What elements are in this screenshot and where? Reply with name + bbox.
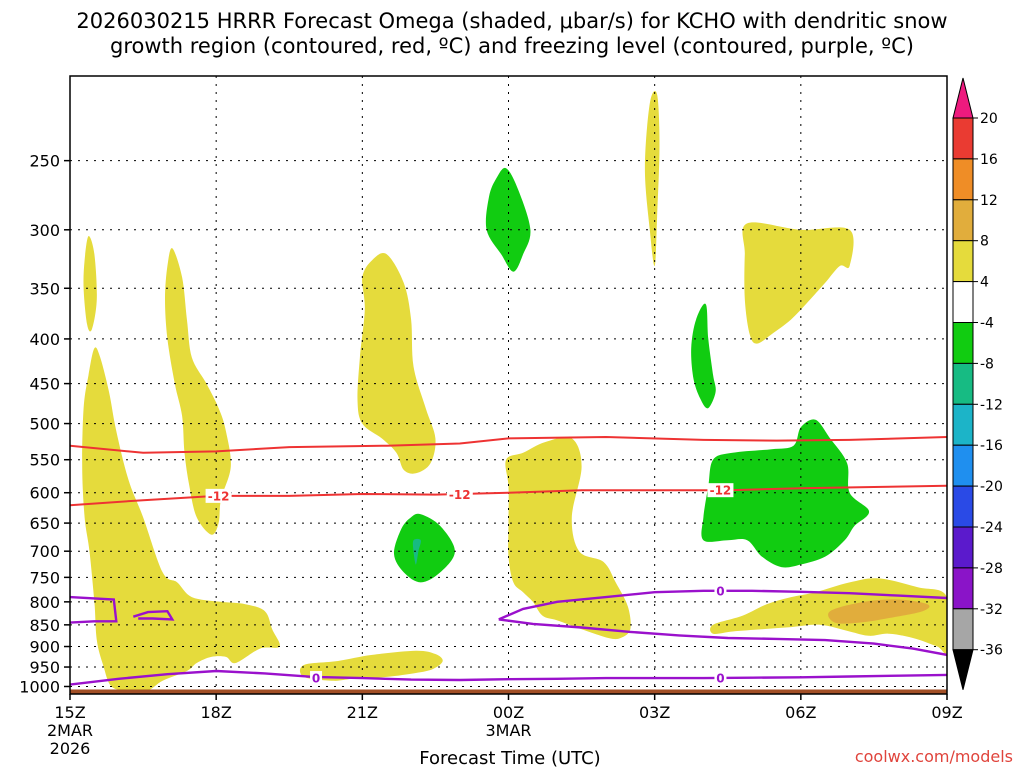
x-tick-label-15Z: 15Z	[54, 703, 85, 722]
freezing-contour-label: 0	[312, 672, 320, 686]
colorbar-label--20: -20	[980, 479, 1003, 495]
omega-shading	[82, 91, 947, 692]
y-tick-label-250: 250	[29, 152, 60, 171]
dgz-contour-1	[70, 435, 947, 454]
freezing-level-contour-2	[70, 595, 118, 624]
x-tick-label-09Z: 09Z	[931, 703, 962, 722]
colorbar-swatch-2	[952, 158, 974, 201]
x-tick-year: 2026	[50, 739, 91, 758]
y-tick-label-1000: 1000	[19, 677, 60, 696]
colorbar-label--28: -28	[980, 561, 1003, 577]
y-tick-label-400: 400	[29, 330, 60, 349]
colorbar-label-16: 16	[980, 152, 998, 168]
y-tick-label-600: 600	[29, 484, 60, 503]
dgz-contour-label: -12	[208, 489, 230, 503]
y-tick-label-800: 800	[29, 593, 60, 612]
dgz-label-bg	[707, 483, 734, 498]
x-tick-label-03Z: 03Z	[639, 703, 670, 722]
freezing-level-contour-1	[70, 669, 947, 686]
colorbar-swatch-1	[952, 117, 974, 160]
omega-region-5	[505, 436, 631, 640]
x-tick-label-00Z: 00Z	[493, 703, 524, 722]
colorbar-label-4: 4	[980, 275, 989, 291]
freezing-label-bg	[714, 583, 727, 598]
omega-region-10	[828, 599, 930, 624]
freezing-level-contour-3	[132, 609, 175, 621]
colorbar-label--4: -4	[980, 316, 994, 332]
freezing-contour-label: 0	[716, 672, 724, 686]
colorbar-top-arrow	[952, 77, 974, 119]
colorbar-swatch-7	[952, 362, 974, 405]
x-tick-date: 3MAR	[485, 721, 531, 740]
y-axis: 250 300 350 400 450 500 550 600 650 700 750 800 850 9…	[19, 152, 70, 696]
freezing-label-bg	[714, 671, 727, 686]
colorbar-swatch-10	[952, 485, 974, 528]
credit-text: coolwx.com/models	[855, 747, 1013, 766]
chart-title-line1: 2026030215 HRRR Forecast Omega (shaded, …	[76, 9, 947, 33]
omega-region-12	[691, 303, 716, 409]
contour-lines: -12 -12 -12 0 0 0	[70, 435, 947, 686]
y-tick-label-450: 450	[29, 375, 60, 394]
colorbar-label--16: -16	[980, 438, 1003, 454]
x-tick-label-06Z: 06Z	[785, 703, 816, 722]
omega-region-8	[742, 222, 854, 344]
colorbar-label--24: -24	[980, 520, 1003, 536]
x-tick-date: 2MAR	[47, 721, 93, 740]
omega-region-15	[412, 538, 421, 565]
y-tick-label-850: 850	[29, 616, 60, 635]
colorbar-swatch-8	[952, 403, 974, 446]
omega-region-13	[393, 513, 455, 583]
freezing-level-contour-4	[498, 589, 947, 621]
freezing-label-bg	[310, 671, 323, 686]
dgz-contour-label: -12	[449, 488, 471, 502]
colorbar-label-12: 12	[980, 193, 998, 209]
colorbar-legend: 20 16 12 8 4 -4 -8 -12 -16 -20 -24 -28 -32 -36	[952, 77, 1003, 690]
ground-surface	[70, 689, 947, 694]
y-tick-label-650: 650	[29, 514, 60, 533]
colorbar-label--8: -8	[980, 356, 994, 372]
freezing-contour-label: 0	[716, 584, 724, 598]
colorbar-swatch-13	[952, 608, 974, 651]
x-axis-label: Forecast Time (UTC)	[419, 748, 600, 768]
y-tick-label-900: 900	[29, 638, 60, 657]
y-tick-label-750: 750	[29, 568, 60, 587]
chart-title-line2: growth region (contoured, red, ºC) and f…	[110, 34, 914, 58]
colorbar-swatch-4	[952, 240, 974, 283]
colorbar-swatch-5	[952, 281, 974, 324]
colorbar-label--12: -12	[980, 397, 1003, 413]
colorbar-swatch-11	[952, 526, 974, 569]
colorbar-swatch-3	[952, 199, 974, 242]
omega-region-2	[165, 248, 231, 535]
y-tick-label-350: 350	[29, 279, 60, 298]
y-tick-label-300: 300	[29, 221, 60, 240]
omega-region-6	[299, 650, 443, 681]
colorbar-label-8: 8	[980, 234, 989, 250]
dgz-contour-label: -12	[710, 484, 732, 498]
omega-region-14	[701, 419, 870, 568]
dgz-label-bg	[446, 487, 473, 502]
colorbar-label--32: -32	[980, 602, 1003, 618]
omega-region-3	[83, 236, 97, 332]
x-tick-label-21Z: 21Z	[347, 703, 378, 722]
omega-region-4	[357, 253, 436, 474]
y-tick-label-950: 950	[29, 658, 60, 677]
omega-region-1	[82, 347, 280, 692]
x-tick-label-18Z: 18Z	[201, 703, 232, 722]
colorbar-swatch-12	[952, 567, 974, 610]
omega-region-7	[644, 91, 660, 267]
y-tick-label-550: 550	[29, 451, 60, 470]
colorbar-swatch-9	[952, 444, 974, 487]
colorbar-swatch-6	[952, 322, 974, 364]
colorbar-label--36: -36	[980, 643, 1003, 659]
dgz-label-bg	[205, 488, 232, 503]
colorbar-label-20: 20	[980, 111, 998, 127]
omega-region-11	[485, 167, 531, 272]
y-tick-label-500: 500	[29, 415, 60, 434]
y-tick-label-700: 700	[29, 542, 60, 561]
freezing-level-contour-5	[498, 618, 947, 657]
colorbar-bottom-arrow	[952, 649, 974, 690]
